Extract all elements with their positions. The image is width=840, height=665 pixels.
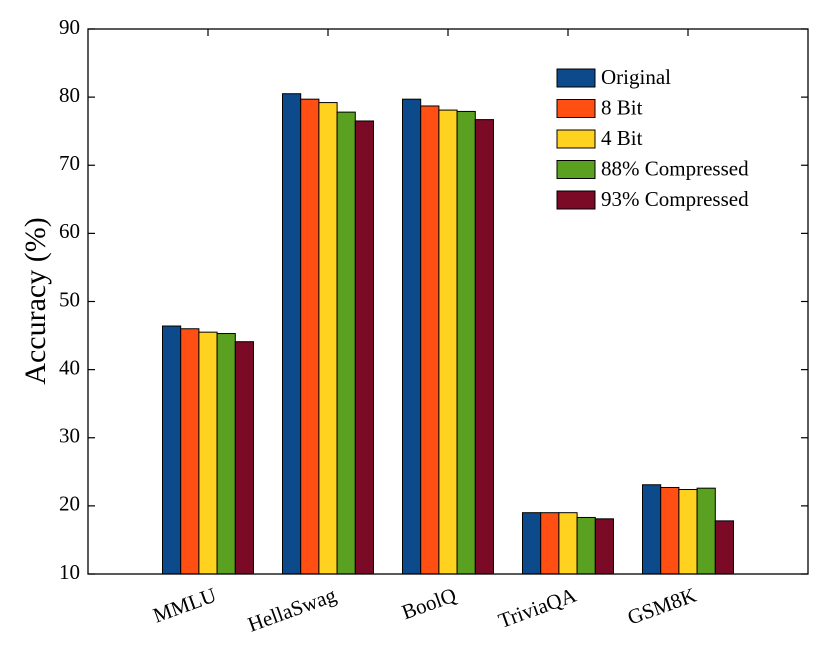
y-tick-label: 80 xyxy=(59,83,80,107)
plot-frame xyxy=(87,28,809,575)
bar xyxy=(474,119,494,575)
y-tick-label: 60 xyxy=(59,219,80,243)
legend-swatch xyxy=(556,99,596,118)
x-tick-label: BoolQ xyxy=(399,583,460,625)
bar xyxy=(420,105,440,575)
legend-label: 88% Compressed xyxy=(601,156,749,180)
bar xyxy=(318,102,338,575)
bar xyxy=(438,109,458,575)
y-axis-label: Accuracy (%) xyxy=(19,217,52,384)
bar xyxy=(540,512,560,575)
legend-label: 8 Bit xyxy=(601,95,643,119)
bar xyxy=(576,516,596,575)
x-tick-label: MMLU xyxy=(150,583,220,628)
bar xyxy=(234,341,255,575)
x-tick-label: TriviaQA xyxy=(495,582,580,633)
bar xyxy=(660,486,680,575)
bar xyxy=(354,120,374,575)
bar xyxy=(456,110,476,575)
legend-label: 93% Compressed xyxy=(601,187,749,211)
bar xyxy=(642,484,662,575)
bar xyxy=(594,518,614,575)
legend-label: Original xyxy=(601,65,671,89)
y-tick-label: 50 xyxy=(59,287,80,311)
legend-swatch xyxy=(556,160,596,179)
y-tick-label: 10 xyxy=(59,560,80,584)
y-tick-label: 20 xyxy=(59,492,80,516)
legend-swatch xyxy=(556,190,596,210)
bar xyxy=(558,512,578,575)
bar xyxy=(336,111,356,575)
bar xyxy=(180,328,200,575)
y-tick-label: 30 xyxy=(59,424,80,448)
legend-label: 4 Bit xyxy=(601,126,643,150)
bar xyxy=(300,98,320,575)
bar xyxy=(696,487,716,575)
y-tick-label: 90 xyxy=(59,15,80,39)
x-tick-label: GSM8K xyxy=(624,583,699,630)
bar xyxy=(714,520,734,575)
y-tick-label: 70 xyxy=(59,151,80,175)
legend-swatch xyxy=(556,129,596,149)
legend-swatch xyxy=(556,68,596,88)
bar xyxy=(162,325,182,575)
bar xyxy=(678,489,698,575)
bar xyxy=(198,331,218,575)
bar xyxy=(216,333,236,575)
bar xyxy=(522,512,542,575)
x-tick-label: HellaSwag xyxy=(245,583,340,637)
bar xyxy=(402,98,422,575)
y-tick-label: 40 xyxy=(59,355,80,379)
bar xyxy=(282,93,302,575)
